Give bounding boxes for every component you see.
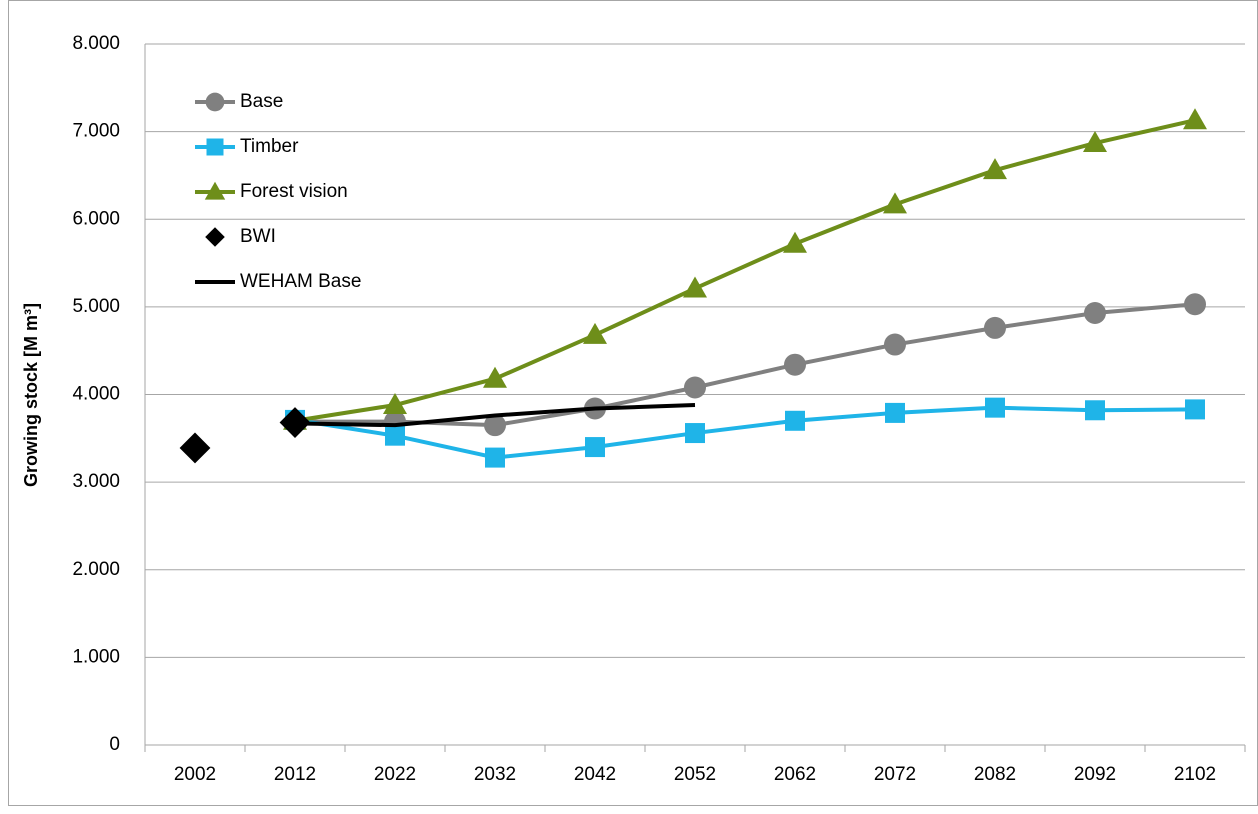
marker [279,407,311,438]
y-tick-label: 6.000 [72,208,120,229]
marker [204,181,226,200]
marker [685,423,705,444]
marker [484,414,506,437]
marker [205,227,225,247]
marker [1183,108,1207,130]
marker [1184,293,1206,316]
x-tick-label: 2102 [1174,764,1216,785]
marker [483,366,507,388]
x-tick-label: 2012 [274,764,316,785]
marker [1085,400,1105,421]
legend-label: BWI [240,226,276,247]
x-tick-label: 2082 [974,764,1016,785]
legend-label: Base [240,91,283,112]
x-tick-label: 2062 [774,764,816,785]
x-tick-label: 2032 [474,764,516,785]
x-tick-label: 2042 [574,764,616,785]
marker [883,192,907,214]
chart-frame [8,0,1258,806]
marker [1083,131,1107,153]
x-tick-label: 2002 [174,764,216,785]
marker [985,397,1005,418]
y-tick-label: 3.000 [72,471,120,492]
y-tick-label: 2.000 [72,559,120,580]
marker [784,353,806,376]
y-tick-label: 8.000 [72,33,120,54]
series-line [295,302,1196,428]
marker [1185,399,1205,420]
marker [684,376,706,399]
marker [683,276,707,298]
y-axis-label: Growing stock [M m³] [21,303,41,487]
y-tick-label: 4.000 [72,384,120,405]
marker [485,447,505,468]
marker [885,402,905,423]
x-tick-label: 2092 [1074,764,1116,785]
marker [583,322,607,344]
marker [983,158,1007,180]
legend-label: Forest vision [240,181,348,202]
series-line [294,403,696,428]
series-line [294,118,1196,423]
x-tick-label: 2072 [874,764,916,785]
marker [783,231,807,253]
y-tick-label: 7.000 [72,121,120,142]
series-line [294,405,1196,460]
marker [984,316,1006,339]
marker [179,432,211,464]
marker [785,410,805,431]
x-tick-label: 2022 [374,764,416,785]
y-tick-label: 5.000 [72,296,120,317]
marker [1084,302,1106,325]
legend-label: Timber [240,136,299,157]
marker [884,333,906,356]
marker [385,425,405,446]
legend-label: WEHAM Base [240,271,361,292]
marker [206,138,224,156]
marker [585,437,605,458]
y-tick-label: 1.000 [72,646,120,667]
x-tick-label: 2052 [674,764,716,785]
y-tick-label: 0 [109,734,120,755]
marker [383,393,407,415]
marker [205,92,225,112]
